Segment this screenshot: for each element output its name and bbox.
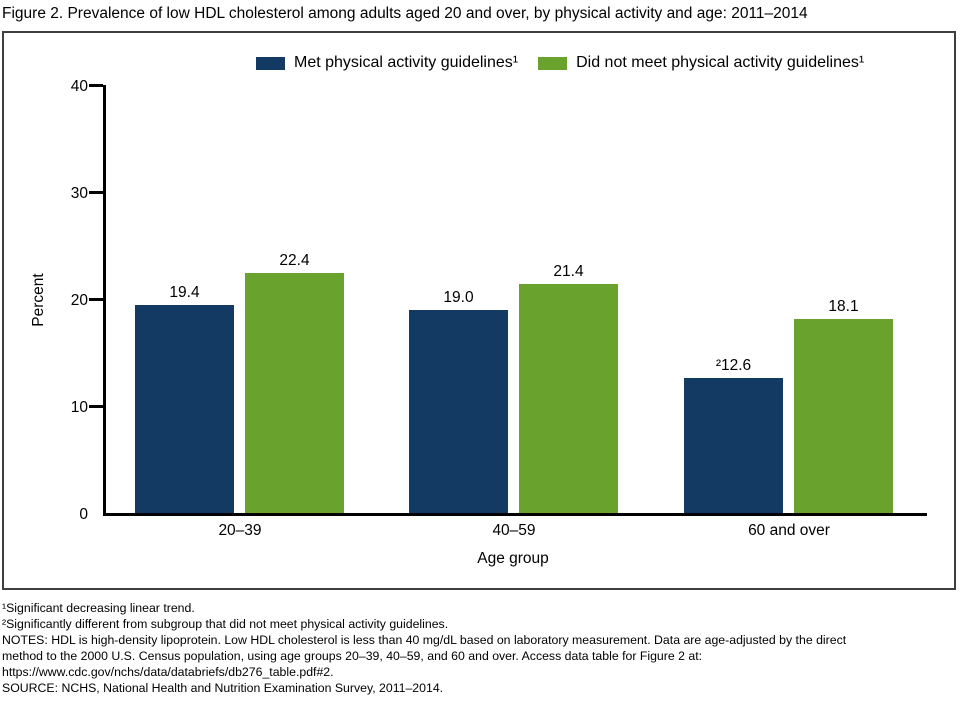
bar-met-2 [684,378,783,513]
legend-swatch-not-met-icon [538,56,568,70]
bar-not-met-2 [794,319,893,513]
footnote-notes-line-1: NOTES: HDL is high-density lipoprotein. … [2,633,847,647]
bar-value-label: 18.1 [828,298,859,316]
bar-met-1 [409,309,508,513]
y-tick-mark [89,405,103,408]
x-category-label: 20–39 [218,522,262,539]
y-axis-line [103,85,106,516]
legend-label-met: Met physical activity guidelines¹ [294,54,519,71]
chart-frame: Met physical activity guidelines¹ Did no… [2,31,956,590]
bar-not-met-0 [245,273,344,513]
legend-swatch-met-icon [256,56,285,70]
footnote-1: ¹Significant decreasing linear trend. [2,601,195,615]
y-tick-label: 30 [70,184,88,202]
y-axis-title: Percent [30,273,47,327]
footnote-source: SOURCE: NCHS, National Health and Nutrit… [2,681,444,695]
footnote-notes-line-2: method to the 2000 U.S. Census populatio… [2,649,703,663]
bar-value-label: 21.4 [553,263,584,281]
bar-value-label: 19.0 [443,288,474,306]
figure-title: Figure 2. Prevalence of low HDL choleste… [2,5,808,22]
x-axis-title: Age group [477,550,549,567]
y-tick-mark [89,191,103,194]
footnote-2: ²Significantly different from subgroup t… [2,617,449,631]
x-category-label: 40–59 [492,522,536,539]
x-category-label: 60 and over [748,522,830,539]
y-tick-mark [89,298,103,301]
y-tick-label: 0 [79,505,88,523]
y-tick-label: 40 [70,77,88,95]
y-tick-mark [89,84,103,87]
y-tick-label: 20 [70,291,88,309]
legend-item-not-met: Did not meet physical activity guideline… [538,55,864,71]
footnote-notes-url: https://www.cdc.gov/nchs/data/databriefs… [2,665,334,679]
footnotes: ¹Significant decreasing linear trend. ²S… [2,600,846,696]
bar-value-label: 19.4 [169,284,200,302]
x-axis-line [103,513,927,516]
bar-not-met-1 [519,284,618,513]
bar-value-label: 22.4 [279,252,310,270]
bar-met-0 [135,305,234,513]
legend: Met physical activity guidelines¹ Did no… [256,55,864,71]
y-tick-label: 10 [70,398,88,416]
legend-label-not-met: Did not meet physical activity guideline… [576,54,865,71]
bar-value-label: ²12.6 [715,357,752,375]
legend-item-met: Met physical activity guidelines¹ [256,55,518,71]
